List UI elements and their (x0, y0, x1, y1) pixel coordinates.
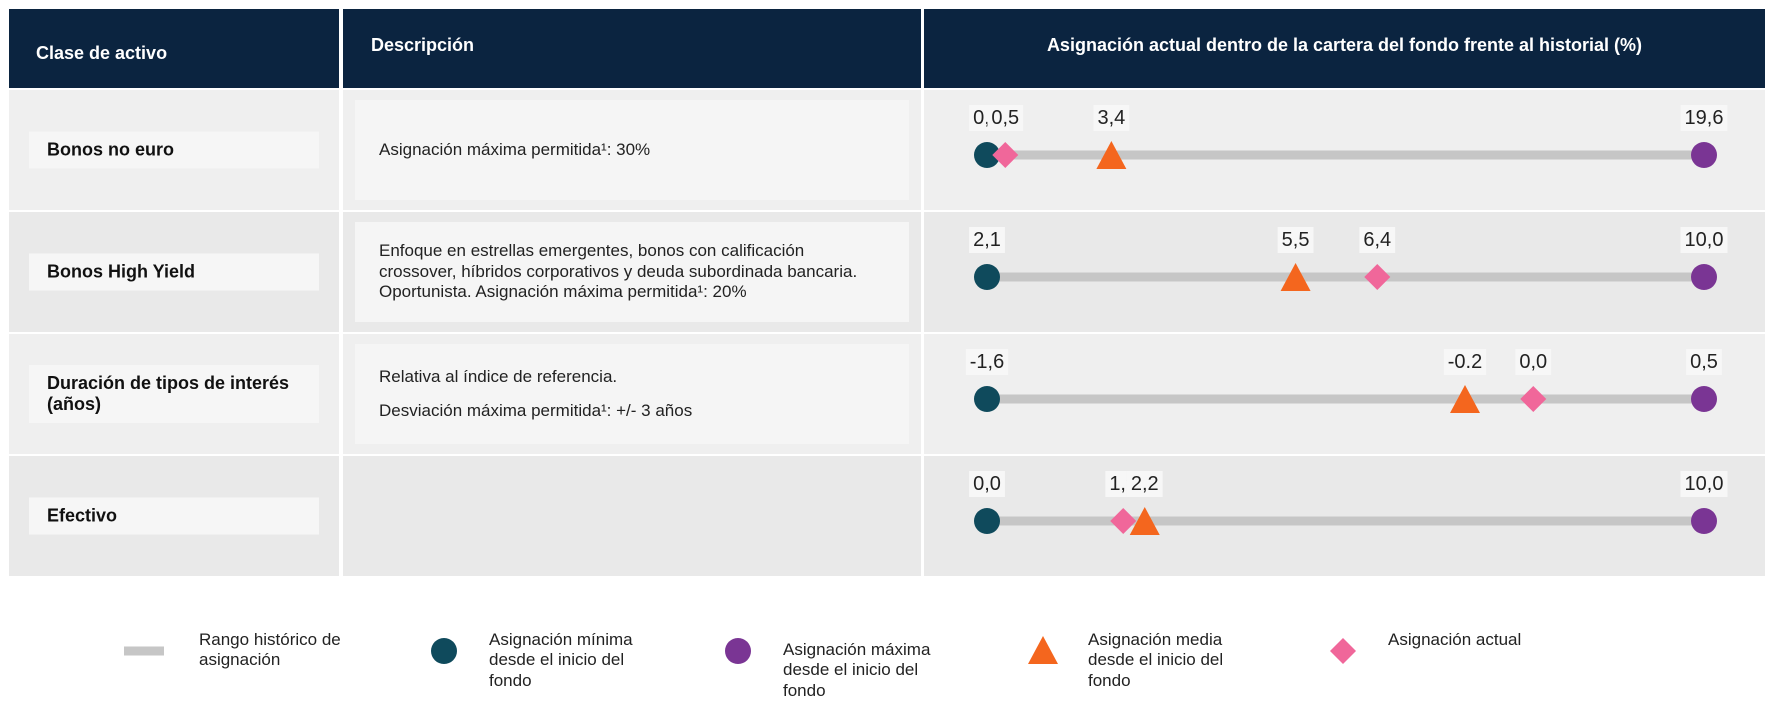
value-label: 0,0 (973, 473, 1001, 495)
description-cell (343, 456, 921, 576)
mean-marker (1096, 141, 1127, 169)
mean-marker (1280, 263, 1311, 291)
max-marker (1691, 264, 1717, 290)
description: Asignación máxima permitida¹: 30% (355, 100, 909, 200)
value-label: 19,6 (1685, 107, 1724, 129)
legend-label: Asignación máxima desde el inicio del fo… (783, 640, 931, 700)
legend-symbol (431, 638, 457, 664)
legend-symbol (1330, 638, 1356, 664)
value-label-bg (1680, 471, 1728, 497)
legend-label: Asignación actual (1388, 630, 1522, 649)
value-label-bg (969, 471, 1005, 497)
description-text: Relativa al índice de referencia. (379, 366, 618, 386)
legend-label: Rango histórico de asignación (199, 630, 341, 670)
description-text: Asignación máxima permitida¹: 30% (379, 139, 651, 159)
mean-marker (1028, 636, 1058, 664)
value-label: 10,0 (1685, 229, 1724, 251)
value-label-bg (1277, 227, 1314, 253)
asset-label: Bonos High Yield (29, 253, 319, 291)
value-label: -1,6 (970, 351, 1004, 373)
chart-cell: 2,1 10,0 6,4 5,5 (924, 212, 1765, 332)
current-marker (992, 142, 1019, 168)
value-label: 2,1 (973, 229, 1001, 251)
legend-symbol (124, 646, 164, 656)
asset-cell: Bonos High Yield (9, 212, 339, 332)
legend-symbol (1028, 636, 1058, 664)
asset-label: Duración de tipos de interés (años) (29, 365, 319, 423)
description-cell: Asignación máxima permitida¹: 30% (343, 90, 921, 210)
value-label-bg (1680, 105, 1728, 131)
current-marker (1364, 264, 1391, 290)
value-label: 2,2 (1131, 473, 1159, 495)
value-label-bg (1443, 349, 1487, 375)
value-label-bg (1515, 349, 1552, 375)
description-cell: Relativa al índice de referencia. Desviac… (343, 334, 921, 454)
header-cell: Descripción (343, 9, 921, 88)
max-marker (725, 638, 751, 664)
value-label-bg (969, 227, 1005, 253)
value-label-bg (965, 349, 1009, 375)
chart-cell: -1,6 0,5 0,0 -0.2 (924, 334, 1765, 454)
value-label: 6,4 (1363, 229, 1391, 251)
range-chart: 0,0 10,01,92,2 (969, 471, 1728, 535)
min-marker (974, 264, 1000, 290)
description-text: Desviación máxima permitida¹: +/- 3 años (379, 401, 693, 420)
asset-cell: Efectivo (9, 456, 339, 576)
description: Enfoque en estrellas emergentes, bonos c… (355, 222, 909, 322)
legend-label: Asignación mínima desde el inicio del fo… (489, 630, 633, 690)
current-marker (1110, 508, 1137, 534)
range-chart: -1,6 0,5 0,0 -0.2 (965, 349, 1722, 413)
max-marker (1691, 386, 1717, 412)
range-chart: 2,1 10,0 6,4 5,5 (969, 227, 1728, 291)
asset-label: Bonos no euro (29, 131, 319, 169)
value-label: 3,4 (1097, 107, 1125, 129)
range-chart: 0,0 19,60,5 3,4 (969, 105, 1728, 169)
asset-cell: Duración de tipos de interés (años) (9, 334, 339, 454)
legend-label: Asignación media desde el inicio del fon… (1088, 630, 1224, 690)
value-label: 0,5 (991, 107, 1019, 129)
value-label: 0,5 (1690, 351, 1718, 373)
value-label: -0.2 (1448, 351, 1482, 373)
value-label-bg (987, 105, 1024, 131)
mean-marker (1129, 507, 1160, 535)
description: Relativa al índice de referencia. Desviac… (355, 344, 909, 444)
header-cell: Clase de activo (9, 9, 339, 88)
value-label: 0,0 (1519, 351, 1547, 373)
min-marker (974, 508, 1000, 534)
current-marker (1330, 638, 1356, 664)
min-marker (974, 386, 1000, 412)
value-label-bg (1126, 471, 1163, 497)
asset-label: Efectivo (29, 497, 319, 535)
current-marker (1520, 386, 1547, 412)
value-label-bg (1680, 227, 1728, 253)
description-text: Enfoque en estrellas emergentes, bonos c… (379, 241, 858, 302)
max-marker (1691, 142, 1717, 168)
max-marker (1691, 508, 1717, 534)
chart-cell: 0,0 10,0 1,9 2,2 (924, 456, 1765, 576)
asset-cell: Bonos no euro (9, 90, 339, 210)
value-label-bg (1359, 227, 1396, 253)
header-cell: Asignación actual dentro de la cartera d… (924, 9, 1765, 88)
min-marker (974, 142, 1000, 168)
description-cell: Enfoque en estrellas emergentes, bonos c… (343, 212, 921, 332)
value-label: 5,5 (1282, 229, 1310, 251)
mean-marker (1450, 385, 1480, 413)
legend-symbol (725, 638, 751, 664)
min-marker (431, 638, 457, 664)
value-label-bg (1686, 349, 1722, 375)
value-label-bg (1093, 105, 1130, 131)
chart-cell: 0,0 19,6 0,5 3,4 (924, 90, 1765, 210)
value-label: 10,0 (1685, 473, 1724, 495)
